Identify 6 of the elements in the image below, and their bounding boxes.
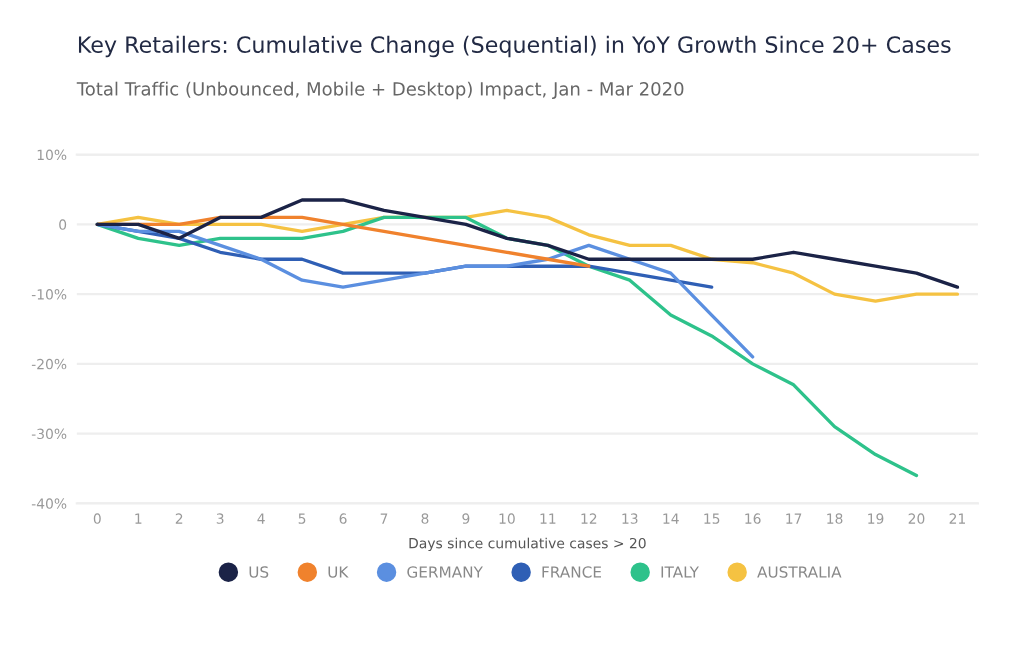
line-series [95,198,960,289]
line-series [95,215,919,478]
line-series [95,208,960,303]
line-series [95,222,755,359]
chart-title: Key Retailers: Cumulative Change (Sequential) in YoY Growth Since 20+ Cases [78,35,951,58]
chart-subtitle: Total Traffic (Unbounced, Mobile + Desktop) Impact, Jan - Mar 2020 [76,81,684,100]
